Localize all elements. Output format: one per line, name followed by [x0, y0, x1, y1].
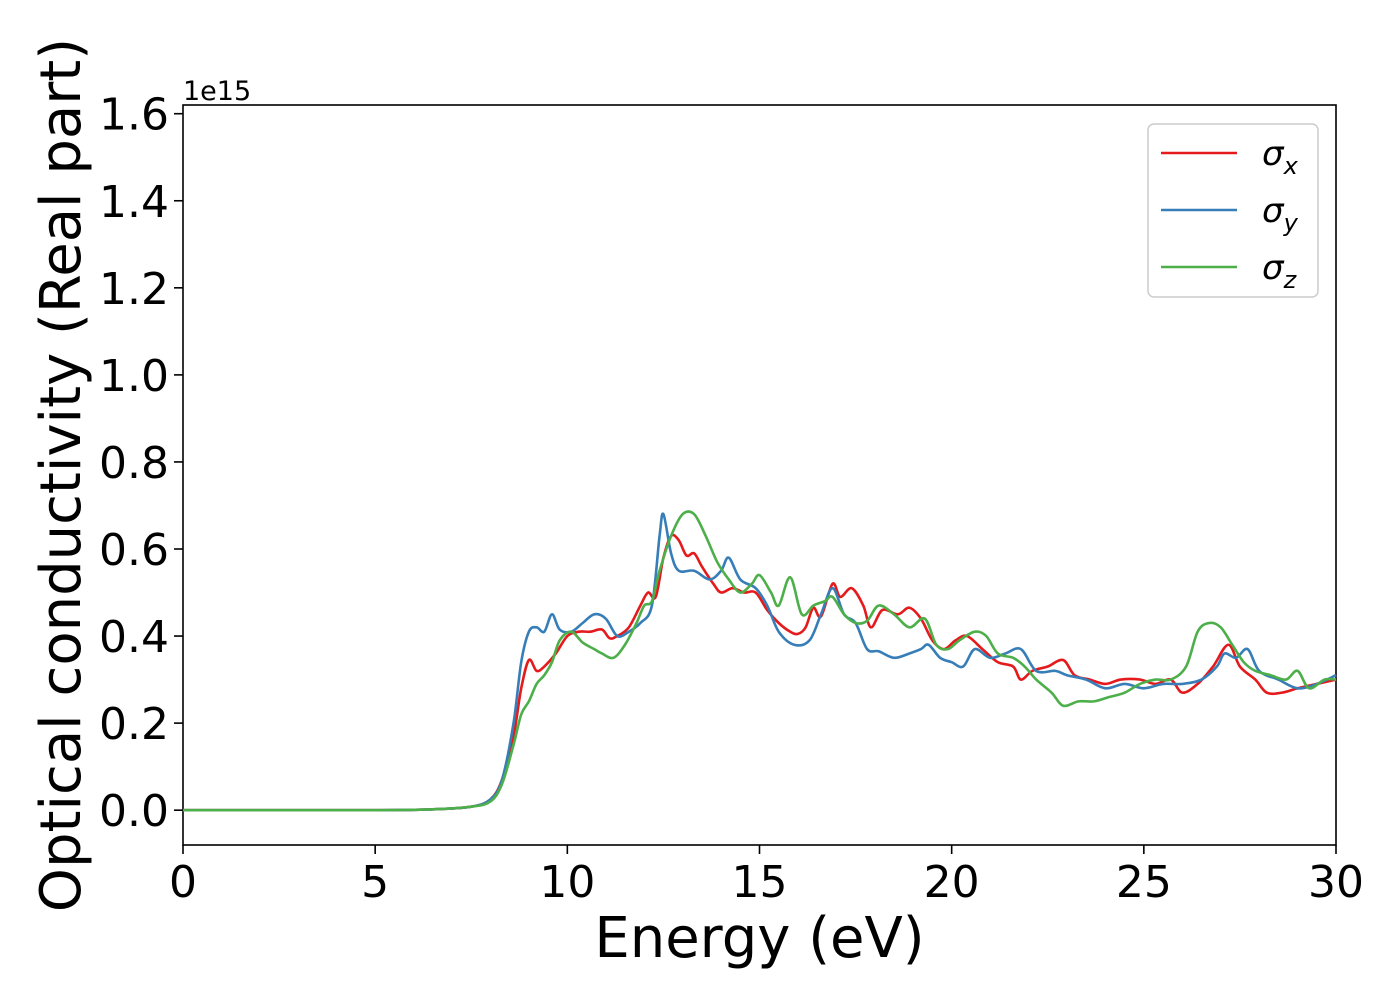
legend-label-symbol: σ — [1262, 191, 1285, 231]
x-tick-label: 10 — [539, 857, 595, 908]
legend-label-subscript: x — [1283, 152, 1299, 180]
y-axis-label: Optical conductivity (Real part) — [29, 38, 94, 912]
y-tick-label: 1.0 — [99, 351, 169, 402]
x-tick-label: 5 — [361, 857, 389, 908]
y-tick-label: 0.2 — [99, 699, 169, 750]
x-axis: 0 5 10 15 20 25 30 — [169, 845, 1364, 908]
y-tick-label: 0.4 — [99, 612, 169, 663]
y-tick-label: 1.4 — [99, 177, 169, 228]
x-tick-label: 25 — [1116, 857, 1172, 908]
legend-label-subscript: z — [1283, 266, 1298, 294]
legend-label-sigma-z: σz — [1262, 248, 1298, 294]
legend-label-sigma-y: σy — [1262, 191, 1299, 237]
legend-label-sigma-x: σx — [1262, 134, 1299, 180]
y-axis: 0.0 0.2 0.4 0.6 0.8 1.0 1.2 1.4 1.6 — [99, 90, 183, 837]
x-tick-label: 0 — [169, 857, 197, 908]
legend-label-symbol: σ — [1262, 134, 1285, 174]
legend-label-subscript: y — [1283, 209, 1299, 237]
y-tick-label: 1.2 — [99, 264, 169, 315]
x-tick-label: 15 — [732, 857, 788, 908]
x-tick-label: 20 — [924, 857, 980, 908]
series-line-sigma-x — [182, 533, 1337, 812]
y-tick-label: 1.6 — [99, 90, 169, 141]
plot-area — [182, 104, 1337, 846]
x-tick-label: 30 — [1308, 857, 1364, 908]
plot-frame — [182, 104, 1337, 846]
y-tick-label: 0.6 — [99, 525, 169, 576]
x-axis-label: Energy (eV) — [594, 906, 924, 971]
y-offset-text: 1e15 — [183, 76, 251, 107]
legend-label-symbol: σ — [1262, 248, 1285, 288]
series-line-sigma-z — [182, 510, 1337, 812]
y-tick-label: 0.8 — [99, 438, 169, 489]
y-tick-label: 0.0 — [99, 786, 169, 837]
series-layer — [182, 510, 1337, 812]
series-line-sigma-y — [182, 512, 1337, 812]
